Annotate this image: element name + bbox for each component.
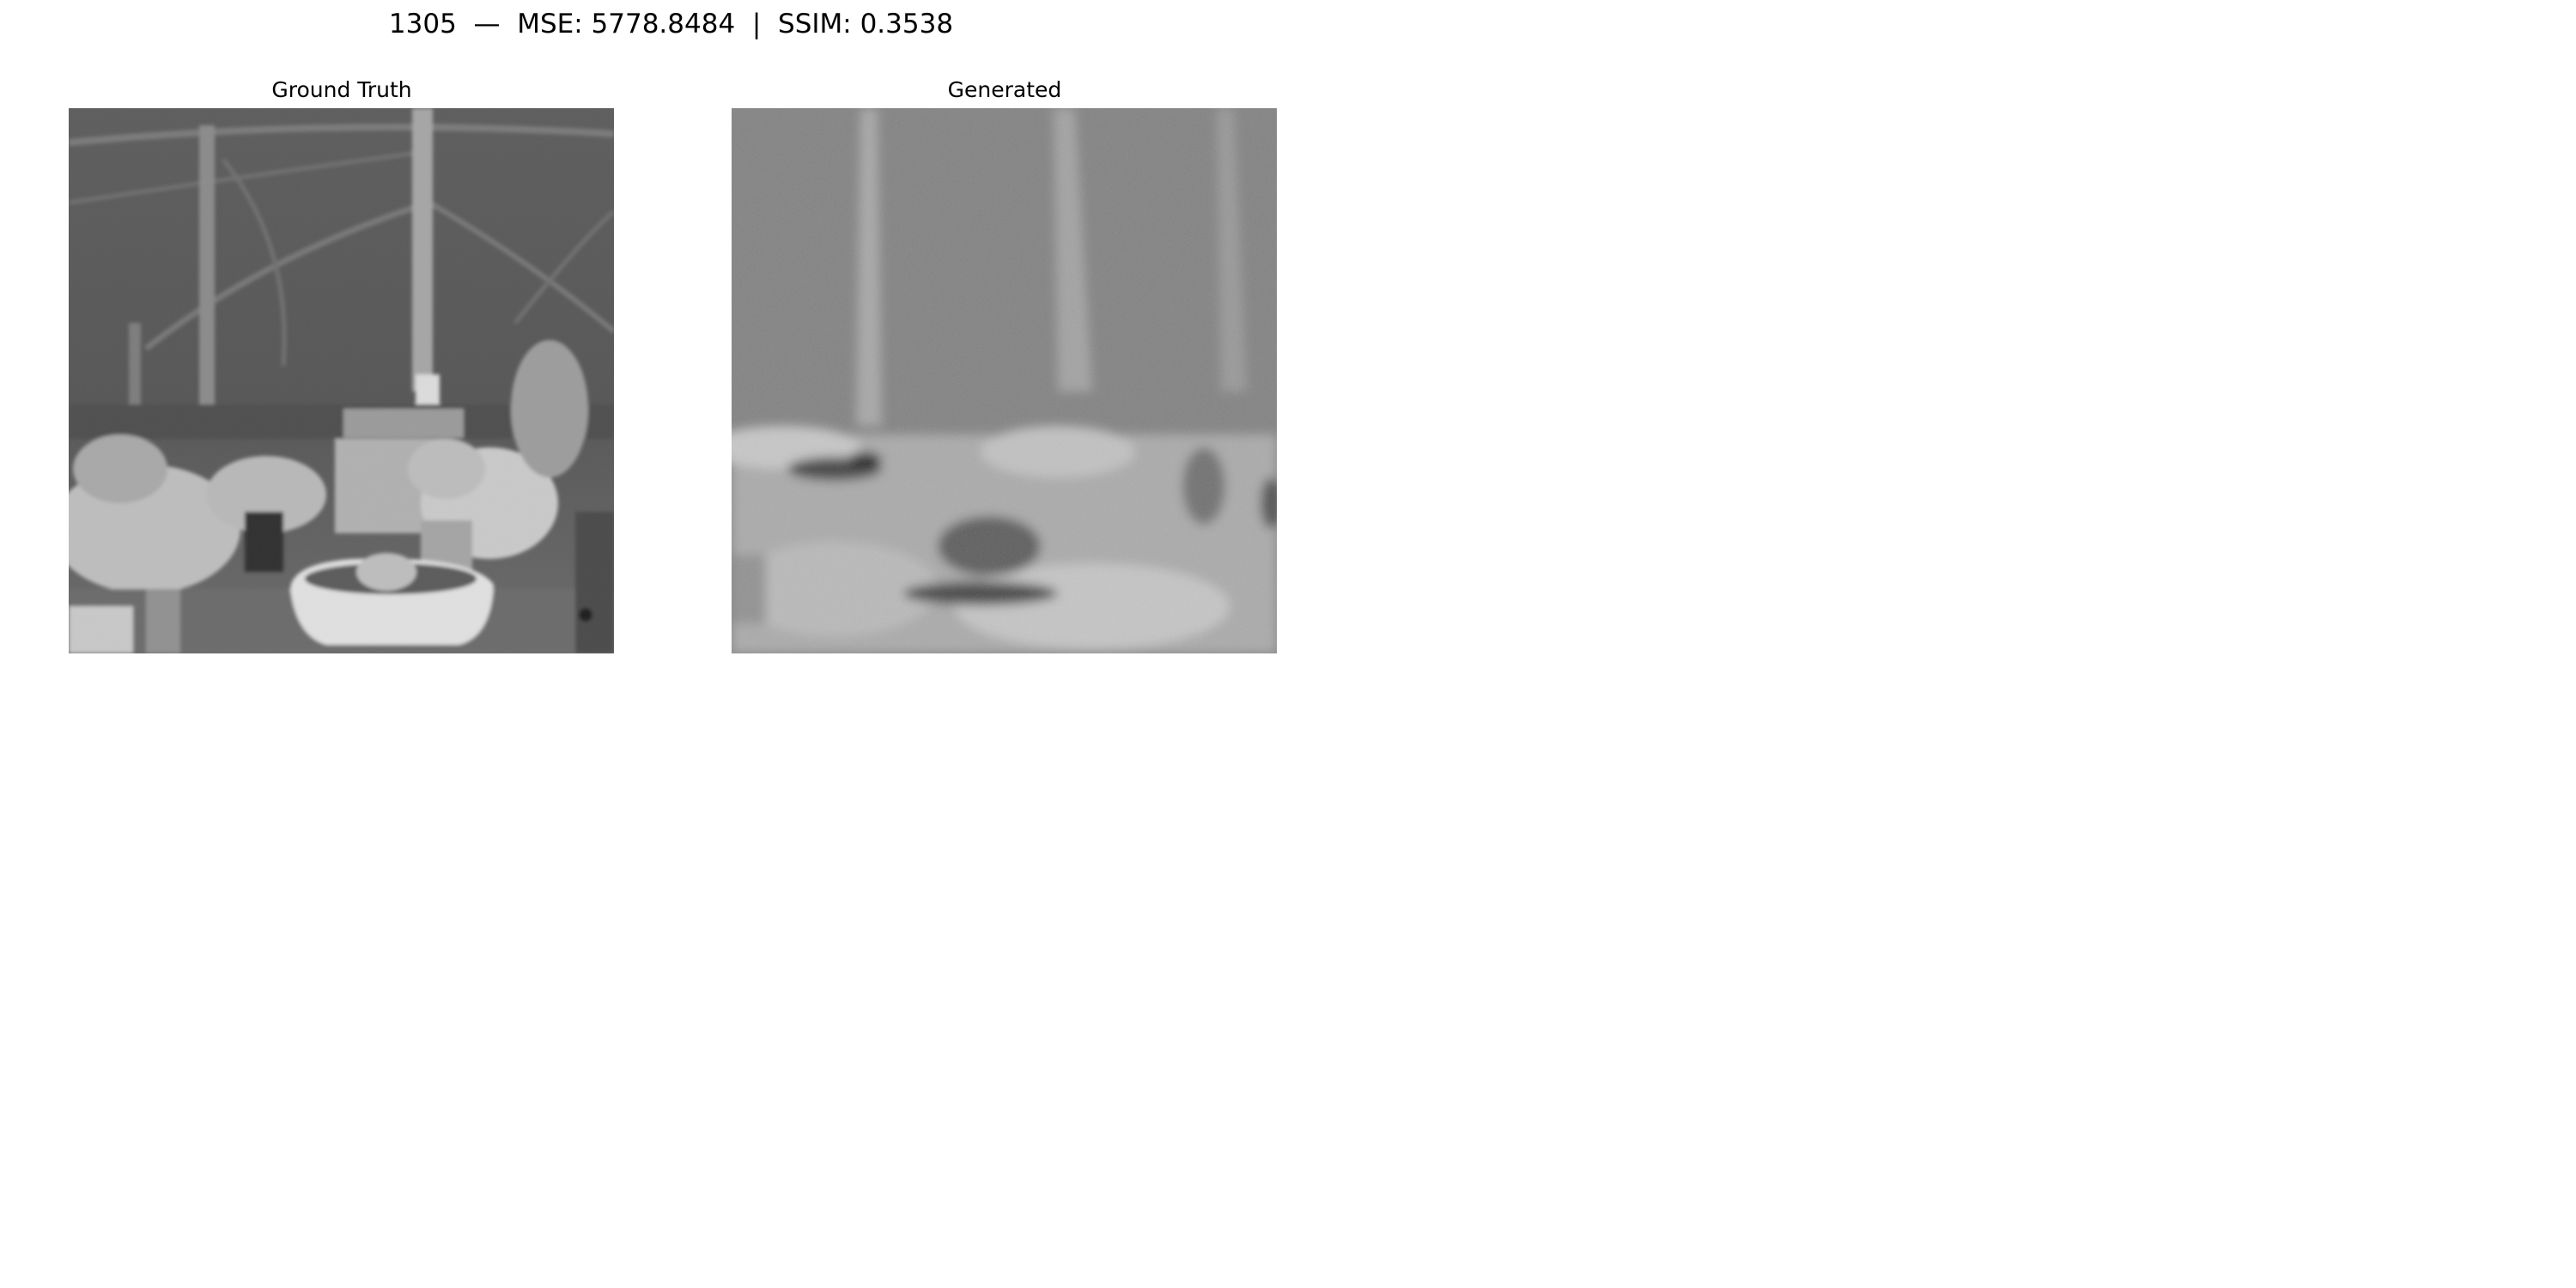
generated-image xyxy=(732,108,1277,653)
ground-truth-image xyxy=(69,108,614,653)
figure-title: 1305 — MSE: 5778.8484 | SSIM: 0.3538 xyxy=(388,9,954,39)
ground-truth-title: Ground Truth xyxy=(271,77,412,102)
generated-title: Generated xyxy=(947,77,1062,102)
